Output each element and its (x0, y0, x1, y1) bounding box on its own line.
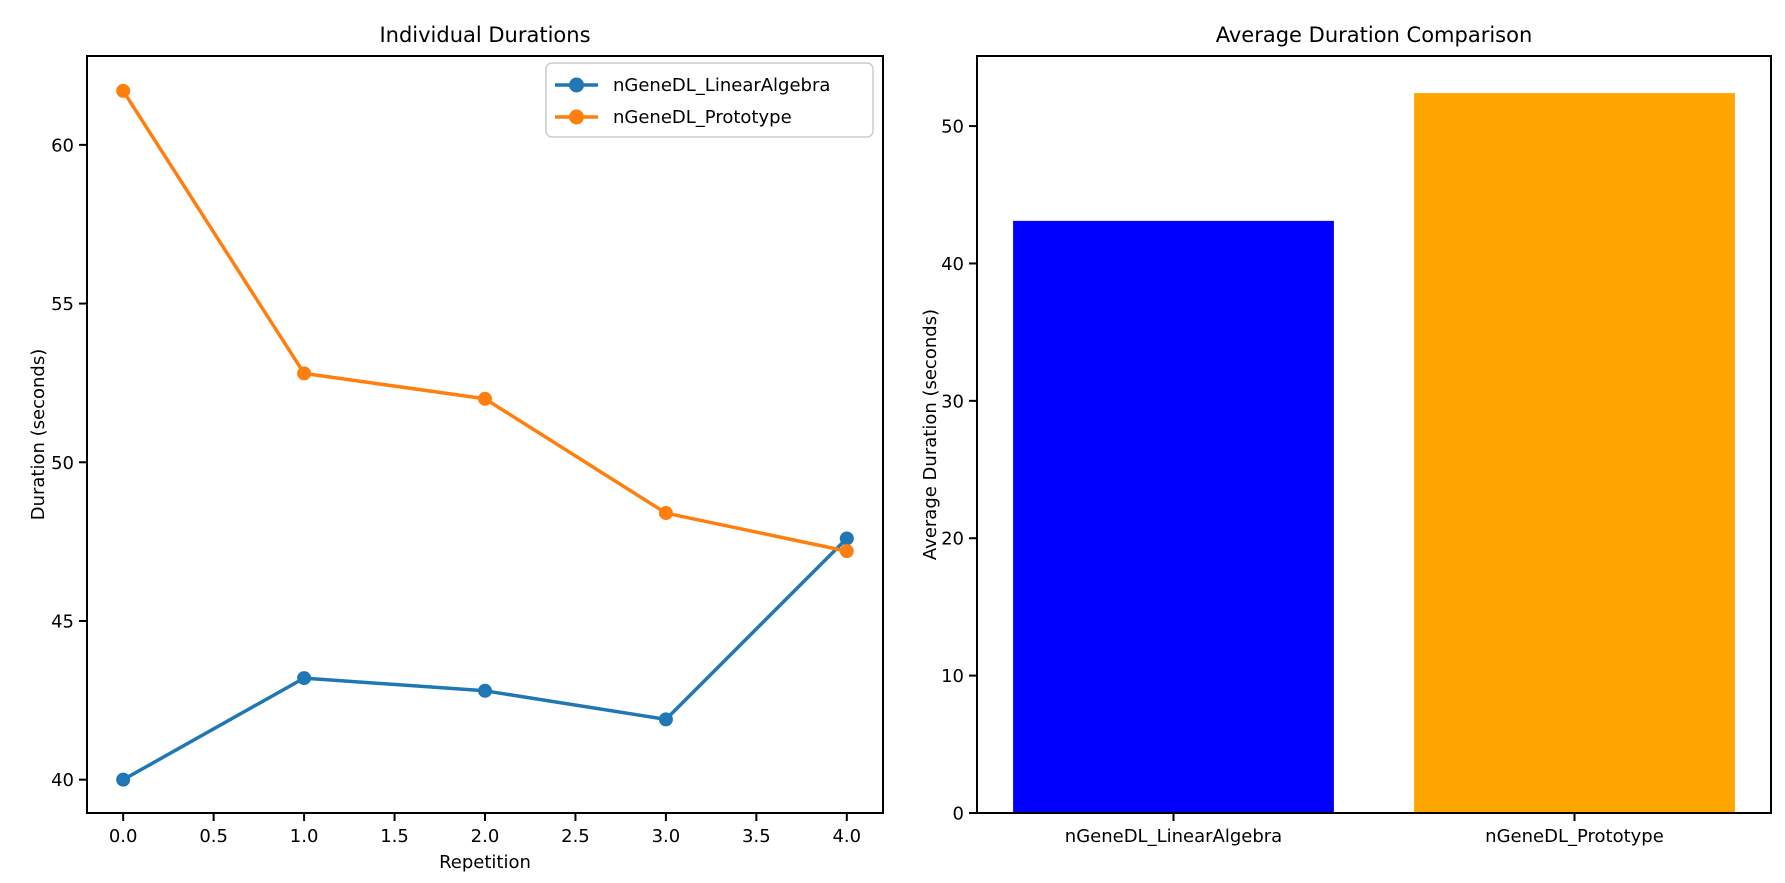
data-point-marker (478, 683, 492, 698)
data-point-marker (297, 671, 312, 686)
y-tick-label: 40 (51, 770, 74, 791)
y-tick-label: 45 (51, 611, 74, 632)
x-tick-label: 2.0 (471, 826, 500, 847)
line-chart-xaxis-label: Repetition (439, 852, 531, 873)
x-tick-label: 1.0 (290, 826, 319, 847)
legend-entry: nGeneDL_LinearAlgebra (555, 75, 830, 96)
data-point-marker (116, 83, 131, 98)
legend-label: nGeneDL_LinearAlgebra (613, 75, 830, 96)
data-point-marker (478, 391, 492, 406)
legend-marker-icon (569, 109, 584, 125)
x-tick-label: 3.5 (742, 826, 771, 847)
data-point-marker (839, 531, 854, 546)
x-tick-label: 0.5 (199, 826, 228, 847)
category-label: nGeneDL_Prototype (1485, 826, 1664, 847)
y-tick-label: 50 (941, 117, 964, 138)
bar-chart: Average Duration Comparison Average Dura… (920, 23, 1772, 847)
x-tick-label: 4.0 (832, 826, 861, 847)
line-chart-yaxis-label: Duration (seconds) (28, 349, 49, 521)
y-tick-label: 0 (953, 804, 964, 825)
data-point-marker (839, 544, 854, 559)
data-point-marker (116, 772, 131, 787)
line-chart-plot-area: 40 45 50 55 60 0.0 0.5 1.0 1.5 2.0 2.5 3.0 3.5 4.0 (51, 55, 884, 847)
legend-marker-icon (569, 77, 584, 93)
y-tick-label: 60 (51, 135, 74, 156)
line-series (122, 537, 849, 782)
bar-chart-title: Average Duration Comparison (1216, 23, 1533, 47)
line-chart: Individual Durations Repetition Duration… (28, 23, 884, 873)
x-tick-label: 0.0 (109, 826, 138, 847)
y-tick-label: 55 (51, 294, 74, 315)
bar-chart-yaxis-label: Average Duration (seconds) (920, 309, 941, 560)
line-chart-title: Individual Durations (379, 23, 590, 47)
legend-box (545, 62, 874, 138)
plot-frame (86, 55, 884, 814)
bar (1013, 220, 1334, 813)
x-tick-label: 3.0 (652, 826, 681, 847)
legend-label: nGeneDL_Prototype (613, 107, 792, 128)
x-tick-label: 1.5 (380, 826, 409, 847)
plot-frame (976, 55, 1772, 814)
line-series (121, 89, 848, 553)
bar (1414, 93, 1735, 814)
y-tick-label: 20 (941, 529, 964, 550)
y-tick-label: 10 (941, 666, 964, 687)
line-chart-legend: nGeneDL_LinearAlgebra nGeneDL_Prototype (545, 62, 874, 138)
bar-chart-plot-area: 0 10 20 30 40 50 nGeneDL_LinearAlgebra nGeneDL_… (941, 55, 1772, 847)
data-point-marker (297, 366, 312, 381)
x-tick-label: 2.5 (561, 826, 590, 847)
y-tick-label: 30 (941, 391, 964, 412)
legend-entry: nGeneDL_Prototype (555, 107, 792, 128)
data-point-marker (658, 712, 673, 727)
data-point-marker (658, 506, 673, 521)
y-tick-label: 50 (51, 453, 74, 474)
category-label: nGeneDL_LinearAlgebra (1065, 826, 1282, 847)
y-tick-label: 40 (941, 254, 964, 275)
